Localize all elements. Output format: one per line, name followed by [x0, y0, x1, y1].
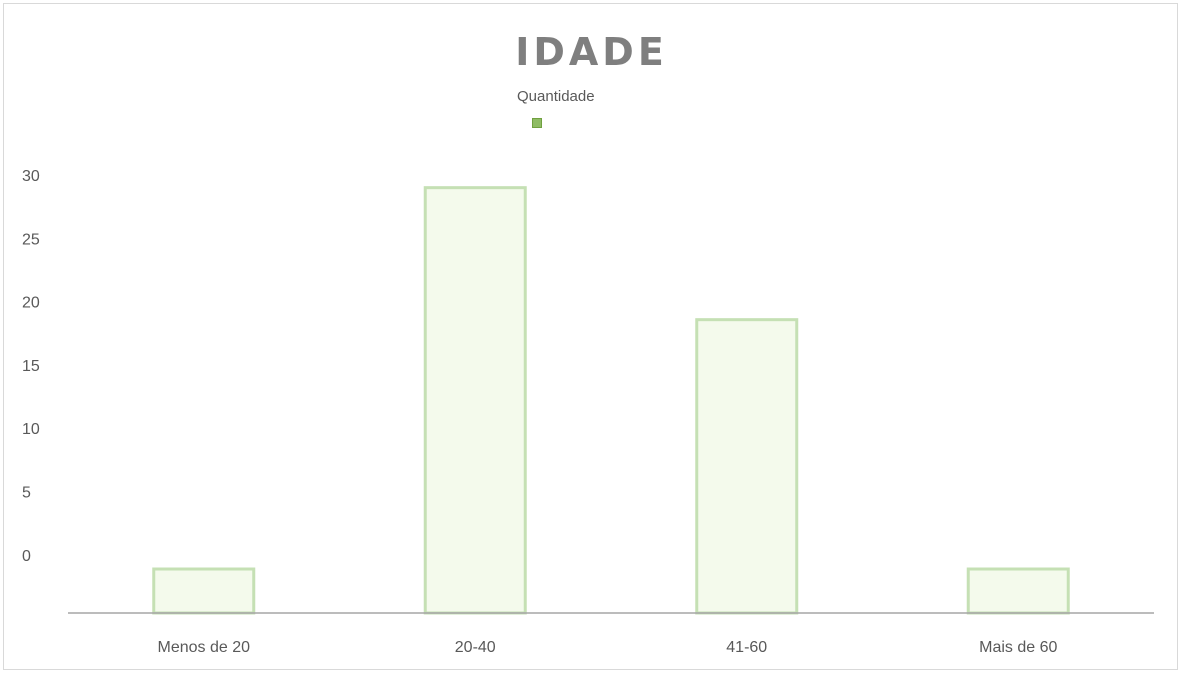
- legend-swatch: [532, 118, 542, 128]
- y-axis-tick-labels: 30 25 20 15 10 5 0: [22, 168, 40, 565]
- y-tick-label: 25: [22, 231, 40, 248]
- y-tick-label: 10: [22, 421, 40, 438]
- y-tick-label: 5: [22, 485, 31, 502]
- y-tick-label: 30: [22, 168, 40, 185]
- y-tick-label: 15: [22, 358, 40, 375]
- bar: [695, 318, 799, 615]
- x-tick-label: 20-40: [455, 639, 496, 656]
- chart-title: IDADE: [515, 30, 668, 74]
- y-tick-label: 20: [22, 295, 40, 312]
- bars: [152, 186, 1070, 615]
- legend: Quantidade: [517, 88, 657, 136]
- x-tick-label: 41-60: [726, 639, 767, 656]
- x-axis-tick-labels: Menos de 20 20-40 41-60 Mais de 60: [157, 639, 1057, 656]
- bar: [152, 567, 256, 615]
- bar: [966, 567, 1070, 615]
- x-tick-label: Mais de 60: [979, 639, 1057, 656]
- chart-frame: [3, 3, 1178, 670]
- y-tick-label: 0: [22, 548, 31, 565]
- legend-label: Quantidade: [517, 88, 595, 105]
- bar: [423, 186, 527, 615]
- x-tick-label: Menos de 20: [157, 639, 250, 656]
